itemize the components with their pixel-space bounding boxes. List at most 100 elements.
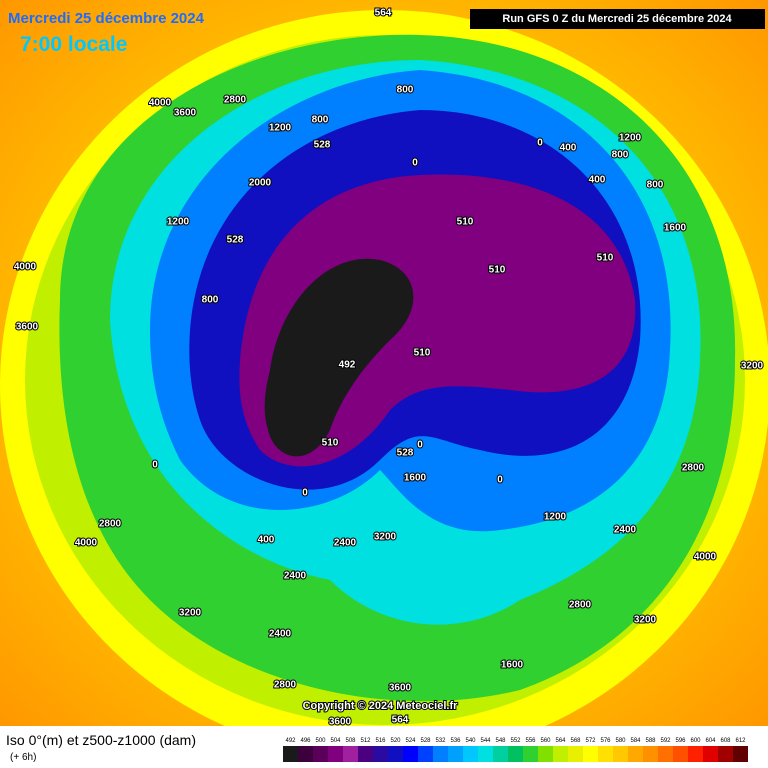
scale-label: 612 <box>735 738 746 744</box>
contour-label: 2800 <box>99 519 122 530</box>
contour-label: 2400 <box>614 525 637 536</box>
contour-label: 800 <box>312 115 329 126</box>
scale-swatch <box>283 746 298 762</box>
scale-swatch <box>478 746 493 762</box>
copyright: Copyright © 2024 Meteociel.fr <box>303 700 459 712</box>
scale-swatch <box>343 746 358 762</box>
scale-swatch <box>358 746 373 762</box>
scale-swatch <box>418 746 433 762</box>
scale-label: 600 <box>690 738 701 744</box>
time: 7:00 locale <box>20 33 127 56</box>
scale-swatch <box>703 746 718 762</box>
scale-swatch <box>568 746 583 762</box>
contour-label: 3600 <box>174 108 197 119</box>
scale-swatch <box>658 746 673 762</box>
contour-label: 3200 <box>374 532 397 543</box>
scale-swatch <box>433 746 448 762</box>
contour-label: 3200 <box>741 361 764 372</box>
scale-label: 536 <box>450 738 461 744</box>
scale-label: 532 <box>435 738 446 744</box>
contour-label: 3600 <box>16 322 39 333</box>
contour-label: 1600 <box>404 473 427 484</box>
scale-swatch <box>583 746 598 762</box>
contour-label: 4000 <box>694 552 717 563</box>
zone <box>264 258 414 457</box>
scale-swatch <box>523 746 538 762</box>
scale-label: 552 <box>510 738 521 744</box>
scale-label: 540 <box>465 738 476 744</box>
scale-swatch <box>688 746 703 762</box>
scale-swatch <box>493 746 508 762</box>
contour-label: 0 <box>412 158 418 169</box>
scale-label: 520 <box>390 738 401 744</box>
contour-label: 510 <box>457 217 474 228</box>
contour-label: 2400 <box>334 538 357 549</box>
contour-label: 528 <box>227 235 244 246</box>
contour-label: 3600 <box>329 717 352 728</box>
scale-label: 524 <box>405 738 416 744</box>
contour-label: 2800 <box>274 680 297 691</box>
scale-swatch <box>313 746 328 762</box>
contour-label: 510 <box>322 438 339 449</box>
contour-label: 564 <box>375 8 392 19</box>
scale-swatch <box>733 746 748 762</box>
scale-swatch <box>718 746 733 762</box>
contour-label: 800 <box>397 85 414 96</box>
scale-swatch <box>628 746 643 762</box>
contour-label: 4000 <box>14 262 37 273</box>
footer-title: Iso 0°(m) et z500-z1000 (dam) <box>6 732 196 748</box>
scale-swatch <box>388 746 403 762</box>
scale-label: 564 <box>555 738 566 744</box>
contour-label: 1600 <box>501 660 524 671</box>
contour-label: 3200 <box>179 608 202 619</box>
contour-label: 4000 <box>149 98 172 109</box>
contour-label: 2400 <box>284 571 307 582</box>
lead: (+ 6h) <box>10 752 36 763</box>
contour-label: 400 <box>258 535 275 546</box>
scale-label: 544 <box>480 738 491 744</box>
scale-swatch <box>448 746 463 762</box>
contour-label: 800 <box>202 295 219 306</box>
contour-label: 1200 <box>167 217 190 228</box>
contour-label: 400 <box>589 175 606 186</box>
contour-label: 800 <box>612 150 629 161</box>
scale-label: 492 <box>285 738 296 744</box>
contour-label: 528 <box>314 140 331 151</box>
contour-label: 1200 <box>619 133 642 144</box>
contour-label: 0 <box>302 488 308 499</box>
run-box <box>470 9 765 29</box>
scale-label: 512 <box>360 738 371 744</box>
scale-label: 580 <box>615 738 626 744</box>
scale-swatch <box>538 746 553 762</box>
scale-swatch <box>373 746 388 762</box>
contour-label: 0 <box>152 460 158 471</box>
scale-label: 556 <box>525 738 536 744</box>
contour-label: 2800 <box>569 600 592 611</box>
contour-label: 564 <box>392 715 409 726</box>
scale-swatch <box>508 746 523 762</box>
scale-label: 596 <box>675 738 686 744</box>
scale-label: 516 <box>375 738 386 744</box>
scale-label: 572 <box>585 738 596 744</box>
scale-label: 592 <box>660 738 671 744</box>
contour-label: 1200 <box>544 512 567 523</box>
scale-label: 548 <box>495 738 506 744</box>
scale-swatch <box>553 746 568 762</box>
scale-swatch <box>328 746 343 762</box>
contour-label: 510 <box>414 348 431 359</box>
scale-swatch <box>673 746 688 762</box>
contour-label: 0 <box>497 475 503 486</box>
scale-label: 608 <box>720 738 731 744</box>
contour-label: 2800 <box>682 463 705 474</box>
scale-label: 496 <box>300 738 311 744</box>
scale-label: 576 <box>600 738 611 744</box>
scale-label: 504 <box>330 738 341 744</box>
scale-label: 568 <box>570 738 581 744</box>
contour-label: 1600 <box>664 223 687 234</box>
scale-swatch <box>403 746 418 762</box>
contour-label: 528 <box>397 448 414 459</box>
scale-label: 588 <box>645 738 656 744</box>
scale-swatch <box>298 746 313 762</box>
contour-label: 2800 <box>224 95 247 106</box>
